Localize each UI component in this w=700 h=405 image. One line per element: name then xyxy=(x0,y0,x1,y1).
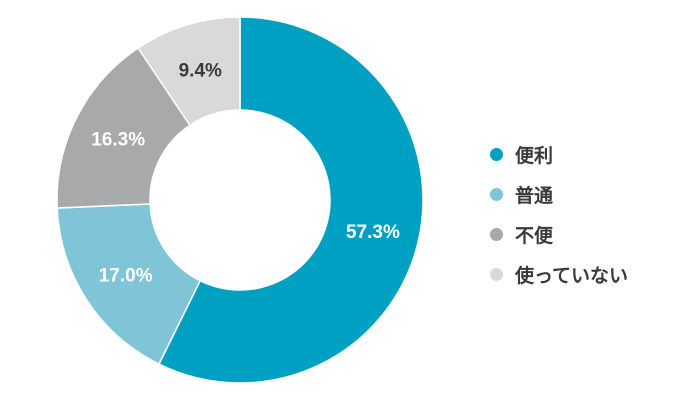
legend-item-inconvenient: 不便 xyxy=(490,214,628,254)
legend-swatch xyxy=(490,227,503,241)
donut-slice xyxy=(137,16,241,127)
legend-item-convenient: 便利 xyxy=(490,134,628,174)
legend-label: 普通 xyxy=(515,184,554,207)
legend-swatch xyxy=(490,187,503,201)
legend-swatch xyxy=(490,147,503,161)
data-label: 57.3% xyxy=(346,222,400,243)
data-label: 9.4% xyxy=(179,60,222,81)
legend-label: 不便 xyxy=(515,224,554,247)
legend-label: 便利 xyxy=(515,144,554,167)
data-label: 16.3% xyxy=(91,129,145,150)
legend-item-not-used: 使っていない xyxy=(490,254,628,294)
legend: 便利 普通 不便 使っていない xyxy=(490,134,628,294)
donut-slice xyxy=(56,203,202,366)
legend-label: 使っていない xyxy=(515,264,629,287)
data-label: 17.0% xyxy=(99,266,153,287)
donut-slice xyxy=(56,46,191,209)
legend-swatch xyxy=(490,267,503,281)
legend-item-normal: 普通 xyxy=(490,174,628,214)
donut-slice xyxy=(157,16,424,384)
